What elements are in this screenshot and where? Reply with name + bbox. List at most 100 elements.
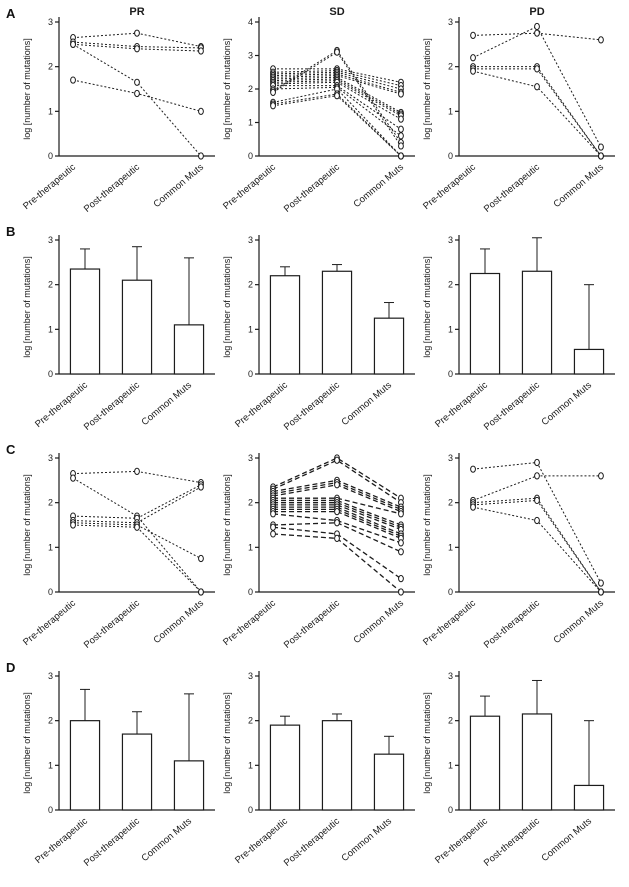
svg-text:3: 3	[48, 453, 53, 463]
svg-text:Post-therapeutic: Post-therapeutic	[82, 598, 142, 651]
svg-text:2: 2	[48, 498, 53, 508]
chart-b-sd-bar: 0 1 2 3 log [number of mutations] Pre-therape…	[221, 222, 421, 440]
svg-text:2: 2	[248, 280, 253, 290]
svg-text:Pre-therapeutic: Pre-therapeutic	[421, 598, 478, 648]
svg-text:3: 3	[448, 17, 453, 27]
svg-text:PR: PR	[129, 6, 144, 18]
svg-text:Pre-therapeutic: Pre-therapeutic	[233, 380, 290, 430]
panel-label-b: B	[6, 224, 16, 239]
panel-b: B 0 1 2 3 log [number of mutations] Pre-thera…	[6, 222, 625, 440]
svg-text:log [number of mutations]: log [number of mutations]	[22, 474, 32, 576]
panel-a: A 0 1 2 3 log [number of mutations] PR Pre-the…	[6, 4, 625, 222]
svg-text:log [number of mutations]: log [number of mutations]	[22, 38, 32, 140]
svg-text:log [number of mutations]: log [number of mutations]	[422, 38, 432, 140]
svg-text:0: 0	[248, 369, 253, 379]
svg-text:0: 0	[448, 369, 453, 379]
svg-text:1: 1	[248, 118, 253, 128]
panel-d: D 0 1 2 3 log [number of mutations] Pre-thera…	[6, 658, 625, 876]
svg-text:PD: PD	[529, 6, 544, 18]
svg-text:2: 2	[248, 716, 253, 726]
chart-d-pd-bar: 0 1 2 3 log [number of mutations] Pre-therape…	[421, 658, 621, 876]
svg-text:0: 0	[48, 587, 53, 597]
svg-text:Common Muts: Common Muts	[352, 598, 407, 646]
svg-text:3: 3	[448, 453, 453, 463]
svg-text:Post-therapeutic: Post-therapeutic	[282, 598, 342, 651]
svg-text:Post-therapeutic: Post-therapeutic	[482, 162, 542, 215]
svg-text:log [number of mutations]: log [number of mutations]	[22, 256, 32, 358]
svg-text:1: 1	[48, 324, 53, 334]
svg-text:Common Muts: Common Muts	[140, 380, 195, 428]
svg-text:Common Muts: Common Muts	[540, 380, 595, 428]
svg-text:log [number of mutations]: log [number of mutations]	[222, 474, 232, 576]
chart-d-sd-bar: 0 1 2 3 log [number of mutations] Pre-therape…	[221, 658, 421, 876]
chart-a-pd-line: 0 1 2 3 log [number of mutations] PD Pre-thera…	[421, 4, 621, 222]
svg-text:0: 0	[48, 151, 53, 161]
svg-text:Common Muts: Common Muts	[152, 598, 207, 646]
svg-text:Post-therapeutic: Post-therapeutic	[482, 816, 542, 869]
svg-text:log [number of mutations]: log [number of mutations]	[222, 692, 232, 794]
panel-label-c: C	[6, 442, 16, 457]
svg-text:3: 3	[248, 51, 253, 61]
svg-text:0: 0	[48, 369, 53, 379]
svg-text:Pre-therapeutic: Pre-therapeutic	[221, 598, 278, 648]
chart-c-pd-line: 0 1 2 3 log [number of mutations] Pre-therape…	[421, 440, 621, 658]
svg-text:log [number of mutations]: log [number of mutations]	[22, 692, 32, 794]
svg-text:Pre-therapeutic: Pre-therapeutic	[433, 380, 490, 430]
svg-text:Common Muts: Common Muts	[540, 816, 595, 864]
svg-text:2: 2	[448, 62, 453, 72]
svg-text:Common Muts: Common Muts	[152, 162, 207, 210]
chart-b-pd-bar: 0 1 2 3 log [number of mutations] Pre-therape…	[421, 222, 621, 440]
svg-text:4: 4	[248, 17, 253, 27]
svg-text:3: 3	[448, 671, 453, 681]
svg-text:log [number of mutations]: log [number of mutations]	[422, 474, 432, 576]
svg-text:1: 1	[48, 106, 53, 116]
svg-text:Post-therapeutic: Post-therapeutic	[282, 816, 342, 869]
chart-a-sd-line: 0 1 2 3 4 log [number of mutations] SD Pre-ther…	[221, 4, 421, 222]
panel-c: C 0 1 2 3 log [number of mutations] Pre-thera…	[6, 440, 625, 658]
svg-text:Post-therapeutic: Post-therapeutic	[482, 598, 542, 651]
svg-text:3: 3	[248, 453, 253, 463]
svg-text:log [number of mutations]: log [number of mutations]	[222, 256, 232, 358]
svg-text:3: 3	[48, 17, 53, 27]
svg-text:2: 2	[48, 280, 53, 290]
chart-b-pr-bar: 0 1 2 3 log [number of mutations] Pre-therape…	[21, 222, 221, 440]
svg-text:2: 2	[48, 716, 53, 726]
svg-text:Post-therapeutic: Post-therapeutic	[282, 162, 342, 215]
svg-text:Pre-therapeutic: Pre-therapeutic	[221, 162, 278, 212]
svg-text:1: 1	[448, 106, 453, 116]
svg-text:Pre-therapeutic: Pre-therapeutic	[33, 816, 90, 866]
svg-text:log [number of mutations]: log [number of mutations]	[222, 38, 232, 140]
svg-text:1: 1	[448, 542, 453, 552]
svg-text:1: 1	[448, 324, 453, 334]
chart-c-sd-line: 0 1 2 3 log [number of mutations] Pre-therape…	[221, 440, 421, 658]
svg-text:3: 3	[448, 235, 453, 245]
svg-text:Pre-therapeutic: Pre-therapeutic	[433, 816, 490, 866]
svg-text:0: 0	[448, 151, 453, 161]
svg-text:1: 1	[48, 760, 53, 770]
chart-a-pr-line: 0 1 2 3 log [number of mutations] PR Pre-thera…	[21, 4, 221, 222]
svg-text:0: 0	[448, 805, 453, 815]
svg-text:Common Muts: Common Muts	[352, 162, 407, 210]
svg-text:1: 1	[48, 542, 53, 552]
svg-text:Pre-therapeutic: Pre-therapeutic	[33, 380, 90, 430]
svg-text:2: 2	[448, 280, 453, 290]
svg-text:Post-therapeutic: Post-therapeutic	[82, 380, 142, 433]
panel-label-d: D	[6, 660, 16, 675]
svg-text:2: 2	[448, 498, 453, 508]
svg-text:Common Muts: Common Muts	[340, 380, 395, 428]
svg-text:Pre-therapeutic: Pre-therapeutic	[421, 162, 478, 212]
svg-text:0: 0	[248, 587, 253, 597]
svg-text:Pre-therapeutic: Pre-therapeutic	[233, 816, 290, 866]
svg-text:2: 2	[448, 716, 453, 726]
svg-text:1: 1	[248, 760, 253, 770]
chart-c-pr-line: 0 1 2 3 log [number of mutations] Pre-therape…	[21, 440, 221, 658]
svg-text:Pre-therapeutic: Pre-therapeutic	[21, 598, 78, 648]
svg-text:3: 3	[248, 235, 253, 245]
svg-text:3: 3	[48, 671, 53, 681]
svg-text:Common Muts: Common Muts	[552, 162, 607, 210]
svg-text:log [number of mutations]: log [number of mutations]	[422, 692, 432, 794]
svg-text:3: 3	[48, 235, 53, 245]
svg-text:SD: SD	[329, 6, 344, 18]
svg-text:Common Muts: Common Muts	[140, 816, 195, 864]
svg-text:0: 0	[248, 151, 253, 161]
